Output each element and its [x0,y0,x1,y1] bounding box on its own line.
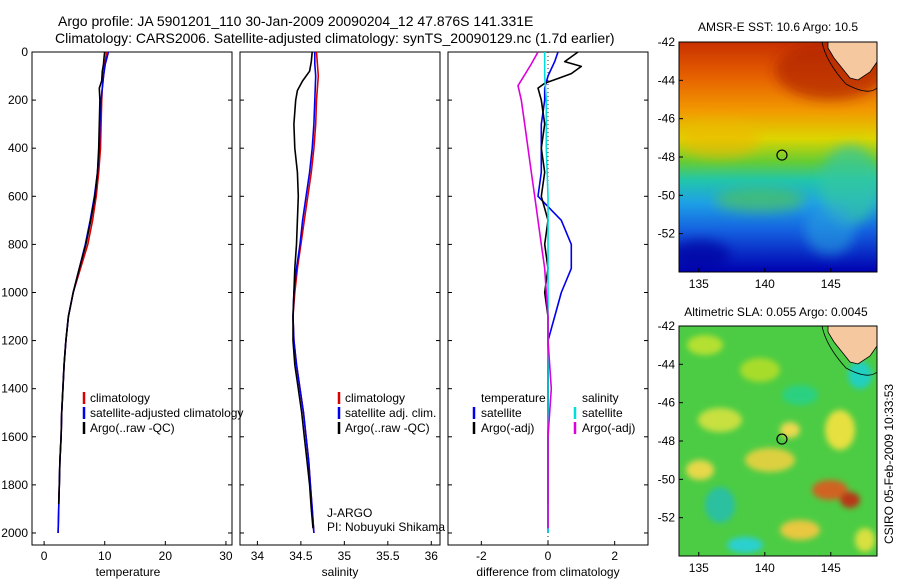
depth-tick-label: 1800 [1,478,28,492]
x-tick-label: 10 [98,549,112,563]
map-x-tick-label: 145 [821,561,841,575]
map-y-tick-label: -46 [658,112,676,126]
x-tick-label: 35 [338,549,352,563]
sla-map-image [679,326,877,556]
salinity-ticks: 34 34.5 35 35.5 36 [240,51,440,563]
temperature-axes [31,51,233,546]
temperature-axis-label: temperature [96,565,161,579]
legend-title-salinity: salinity [582,391,619,405]
salinity-series [292,51,320,534]
map-x-tick-label: 140 [755,277,775,291]
temperature-series [57,51,110,534]
legend-label-climatology: climatology [90,391,150,405]
x-tick-label: 2 [611,549,618,563]
legend-label-argo: Argo(..raw -QC) [90,421,175,435]
map-x-tick-label: 135 [689,561,709,575]
series-line-argo-raw-qc- [292,51,314,529]
series-line-salinity-argo-adj- [517,51,553,529]
figure-title-line2: Climatology: CARS2006. Satellite-adjuste… [55,30,615,46]
temperature-legend: climatology satellite-adjusted climatolo… [82,391,243,435]
depth-tick-labels: 0 200 400 600 800 1000 1200 1400 1600 1800 2000 [1,45,28,540]
figure-title-line1: Argo profile: JA 5901201_110 30-Jan-2009… [58,13,533,29]
sla-map-title: Altimetric SLA: 0.055 Argo: 0.0045 [684,305,868,319]
jargo-label: J-ARGO [327,506,372,520]
difference-axis-label: difference from climatology [476,565,619,579]
map-y-tick-label: -52 [658,227,676,241]
sst-map-title: AMSR-E SST: 10.6 Argo: 10.5 [698,20,858,34]
map-x-tick-label: 145 [821,277,841,291]
depth-tick-label: 200 [8,93,28,107]
temperature-ticks: 0 10 20 30 [32,51,233,563]
x-tick-label: 34.5 [289,549,313,563]
legend-label-temp-satellite: satellite [481,406,522,420]
map-x-tick-label: 135 [689,277,709,291]
map-y-tick-label: -44 [658,73,676,87]
x-tick-label: 20 [159,549,173,563]
map-y-tick-label: -48 [658,434,676,448]
x-tick-label: -2 [476,549,487,563]
sst-map-image [679,42,877,272]
depth-tick-label: 800 [8,237,28,251]
map-y-tick-label: -42 [658,319,676,333]
legend-label-sal-satellite: satellite [582,406,623,420]
legend-label-climatology: climatology [345,391,405,405]
credit-label: CSIRO 05-Feb-2009 10:33:53 [882,384,896,544]
depth-tick-label: 0 [21,45,28,59]
map-y-tick-label: -44 [658,357,676,371]
salinity-legend: climatology satellite adj. clim. Argo(..… [327,391,445,534]
depth-tick-label: 1000 [1,285,28,299]
legend-label-temp-argo: Argo(-adj) [481,421,534,435]
legend-label-argo: Argo(..raw -QC) [345,421,430,435]
map-y-tick-label: -52 [658,511,676,525]
depth-tick-label: 2000 [1,526,28,540]
map-y-tick-label: -50 [658,188,676,202]
legend-label-sal-argo: Argo(-adj) [582,421,635,435]
sst-map-ticks: 135 140 145 -42 -44 -46 -48 -50 -52 [658,35,841,291]
x-tick-label: 30 [219,549,233,563]
sla-argo-marker [776,433,788,445]
sla-map-ticks: 135 140 145 -42 -44 -46 -48 -50 -52 [658,319,841,575]
depth-tick-label: 1600 [1,430,28,444]
depth-tick-label: 1400 [1,382,28,396]
x-tick-label: 36 [425,549,439,563]
salinity-axis-label: salinity [322,565,359,579]
depth-tick-label: 400 [8,141,28,155]
salinity-axes [239,51,441,546]
sst-argo-marker [776,149,788,161]
difference-ticks: -2 0 2 [448,51,648,563]
series-line-satellite-adj-clim- [292,52,317,534]
map-y-tick-label: -46 [658,396,676,410]
difference-series [517,51,583,533]
difference-legend: temperature satellite Argo(-adj) salinit… [472,391,635,435]
x-tick-label: 35.5 [376,549,400,563]
map-y-tick-label: -50 [658,472,676,486]
pi-label: PI: Nobuyuki Shikama [327,520,445,534]
x-tick-label: 0 [41,549,48,563]
legend-label-satellite: satellite adj. clim. [345,406,436,420]
depth-tick-label: 1200 [1,334,28,348]
series-line-argo-raw-qc- [57,51,106,505]
legend-title-temperature: temperature [481,391,546,405]
depth-tick-label: 600 [8,189,28,203]
map-y-tick-label: -48 [658,150,676,164]
map-x-tick-label: 140 [755,561,775,575]
legend-label-satellite: satellite-adjusted climatology [90,406,243,420]
map-y-tick-label: -42 [658,35,676,49]
x-tick-label: 0 [545,549,552,563]
x-tick-label: 34 [251,549,265,563]
